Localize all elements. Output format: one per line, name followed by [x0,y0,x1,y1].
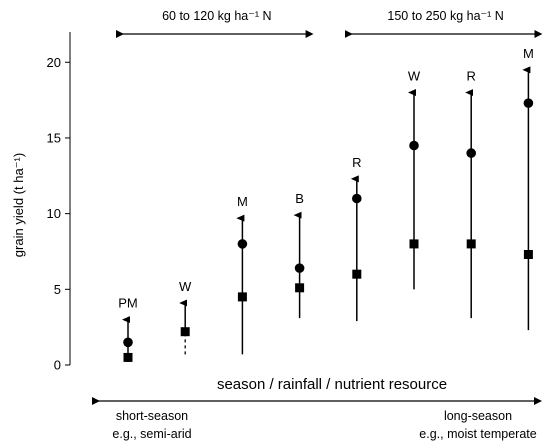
y-ticks: 0 5 10 15 20 [47,55,70,373]
circle-point [523,98,534,108]
n-rate-label: 60 to 120 kg ha⁻¹ N [162,9,271,23]
y-tick-label: 0 [54,358,61,373]
crop-label: R [352,155,361,170]
gradient-right-label-line1: long-season [444,409,512,423]
y-tick-label: 5 [54,282,61,297]
square-point [237,292,247,302]
crop-label: M [523,46,534,61]
y-axis-label: grain yield (t ha⁻¹) [11,153,26,257]
gradient-axis: season / rainfall / nutrient resource sh… [92,376,542,441]
data-marks: PM W M B R W R M [118,46,534,362]
crop-label: W [408,69,421,84]
x-axis-label: season / rainfall / nutrient resource [217,376,447,393]
crop-label: R [467,69,476,84]
square-point [466,239,476,249]
square-point [352,269,362,279]
n-rate-groups: 60 to 120 kg ha⁻¹ N 150 to 250 kg ha⁻¹ N [116,9,543,38]
crop-label: PM [118,296,138,311]
crop-label: M [237,194,248,209]
crop-label: W [179,279,192,294]
square-point [295,283,305,293]
circle-point [123,337,133,348]
square-point [180,327,190,337]
gradient-left-label-line1: short-season [116,409,188,423]
square-point [523,250,533,260]
n-rate-label: 150 to 250 kg ha⁻¹ N [387,9,503,23]
circle-point [466,148,477,158]
y-tick-label: 20 [47,55,61,70]
square-point [409,239,419,249]
circle-point [294,263,305,273]
y-tick-label: 15 [47,130,61,145]
circle-point [409,140,419,151]
gradient-left-label-line2: e.g., semi-arid [112,427,191,441]
crop-label: B [295,191,304,206]
square-point [123,352,133,362]
y-tick-label: 10 [47,206,61,221]
circle-point [352,193,362,204]
gradient-right-label-line2: e.g., moist temperate [419,427,536,441]
circle-point [237,239,248,249]
